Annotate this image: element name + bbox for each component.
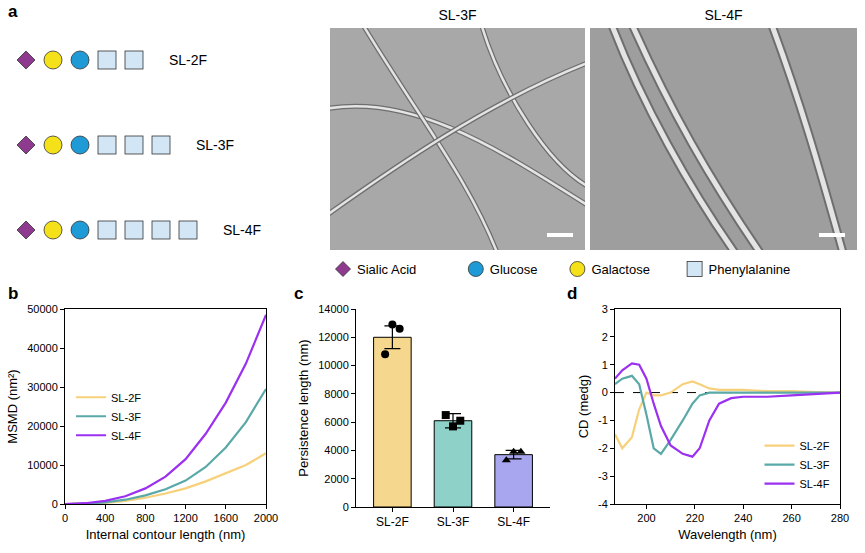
svg-text:-2: -2	[598, 442, 608, 454]
svg-text:50000: 50000	[27, 303, 58, 315]
svg-text:30000: 30000	[27, 381, 58, 393]
svg-text:CD (medg): CD (medg)	[576, 375, 591, 439]
svg-text:Phenylalanine: Phenylalanine	[709, 262, 791, 277]
svg-text:400: 400	[96, 512, 114, 524]
svg-text:8000: 8000	[324, 388, 348, 400]
svg-text:SL-4F: SL-4F	[111, 430, 141, 442]
svg-text:SL-4F: SL-4F	[497, 515, 530, 529]
svg-text:2000: 2000	[254, 512, 278, 524]
svg-text:-4: -4	[598, 498, 608, 510]
svg-text:Glucose: Glucose	[490, 262, 538, 277]
svg-text:SL-2F: SL-2F	[169, 52, 207, 68]
svg-text:10000: 10000	[27, 459, 58, 471]
svg-text:SL-3F: SL-3F	[111, 411, 141, 423]
html-text:a: a	[8, 2, 18, 21]
html-text:c: c	[294, 284, 304, 303]
svg-text:2000: 2000	[324, 473, 348, 485]
html-text:b: b	[8, 284, 19, 303]
svg-text:3: 3	[602, 303, 608, 315]
svg-text:14000: 14000	[318, 303, 349, 315]
svg-text:240: 240	[734, 512, 752, 524]
svg-text:200: 200	[637, 512, 655, 524]
svg-text:2: 2	[602, 331, 608, 343]
svg-text:0: 0	[62, 512, 68, 524]
svg-text:Galactose: Galactose	[591, 262, 650, 277]
svg-text:6000: 6000	[324, 416, 348, 428]
svg-text:SL-2F: SL-2F	[376, 515, 409, 529]
svg-text:40000: 40000	[27, 342, 58, 354]
svg-text:1: 1	[602, 359, 608, 371]
svg-text:MSMD (nm²): MSMD (nm²)	[5, 369, 20, 443]
svg-text:4000: 4000	[324, 444, 348, 456]
svg-text:220: 220	[686, 512, 704, 524]
svg-text:0: 0	[52, 498, 58, 510]
svg-text:260: 260	[782, 512, 800, 524]
svg-text:Sialic Acid: Sialic Acid	[357, 262, 416, 277]
svg-text:Internal contour length (nm): Internal contour length (nm)	[86, 527, 246, 542]
svg-text:SL-2F: SL-2F	[111, 392, 141, 404]
svg-text:1600: 1600	[214, 512, 238, 524]
html-text:d: d	[567, 284, 578, 303]
svg-text:10000: 10000	[318, 359, 349, 371]
svg-text:20000: 20000	[27, 420, 58, 432]
svg-text:SL-3F: SL-3F	[437, 515, 470, 529]
svg-text:Persistence length (nm): Persistence length (nm)	[296, 339, 311, 476]
svg-text:SL-3F: SL-3F	[196, 137, 234, 153]
svg-text:-1: -1	[598, 414, 608, 426]
svg-text:800: 800	[136, 512, 154, 524]
svg-text:SL-3F: SL-3F	[438, 7, 476, 23]
svg-text:0: 0	[602, 386, 608, 398]
svg-text:SL-4F: SL-4F	[800, 478, 830, 490]
svg-text:SL-2F: SL-2F	[800, 440, 830, 452]
svg-text:12000: 12000	[318, 331, 349, 343]
svg-text:280: 280	[831, 512, 849, 524]
svg-text:SL-4F: SL-4F	[704, 7, 742, 23]
svg-text:0: 0	[343, 501, 349, 513]
svg-text:-3: -3	[598, 470, 608, 482]
svg-text:Wavelength (nm): Wavelength (nm)	[678, 527, 777, 542]
svg-text:SL-3F: SL-3F	[800, 459, 830, 471]
svg-text:SL-4F: SL-4F	[223, 222, 261, 238]
svg-text:1200: 1200	[173, 512, 197, 524]
